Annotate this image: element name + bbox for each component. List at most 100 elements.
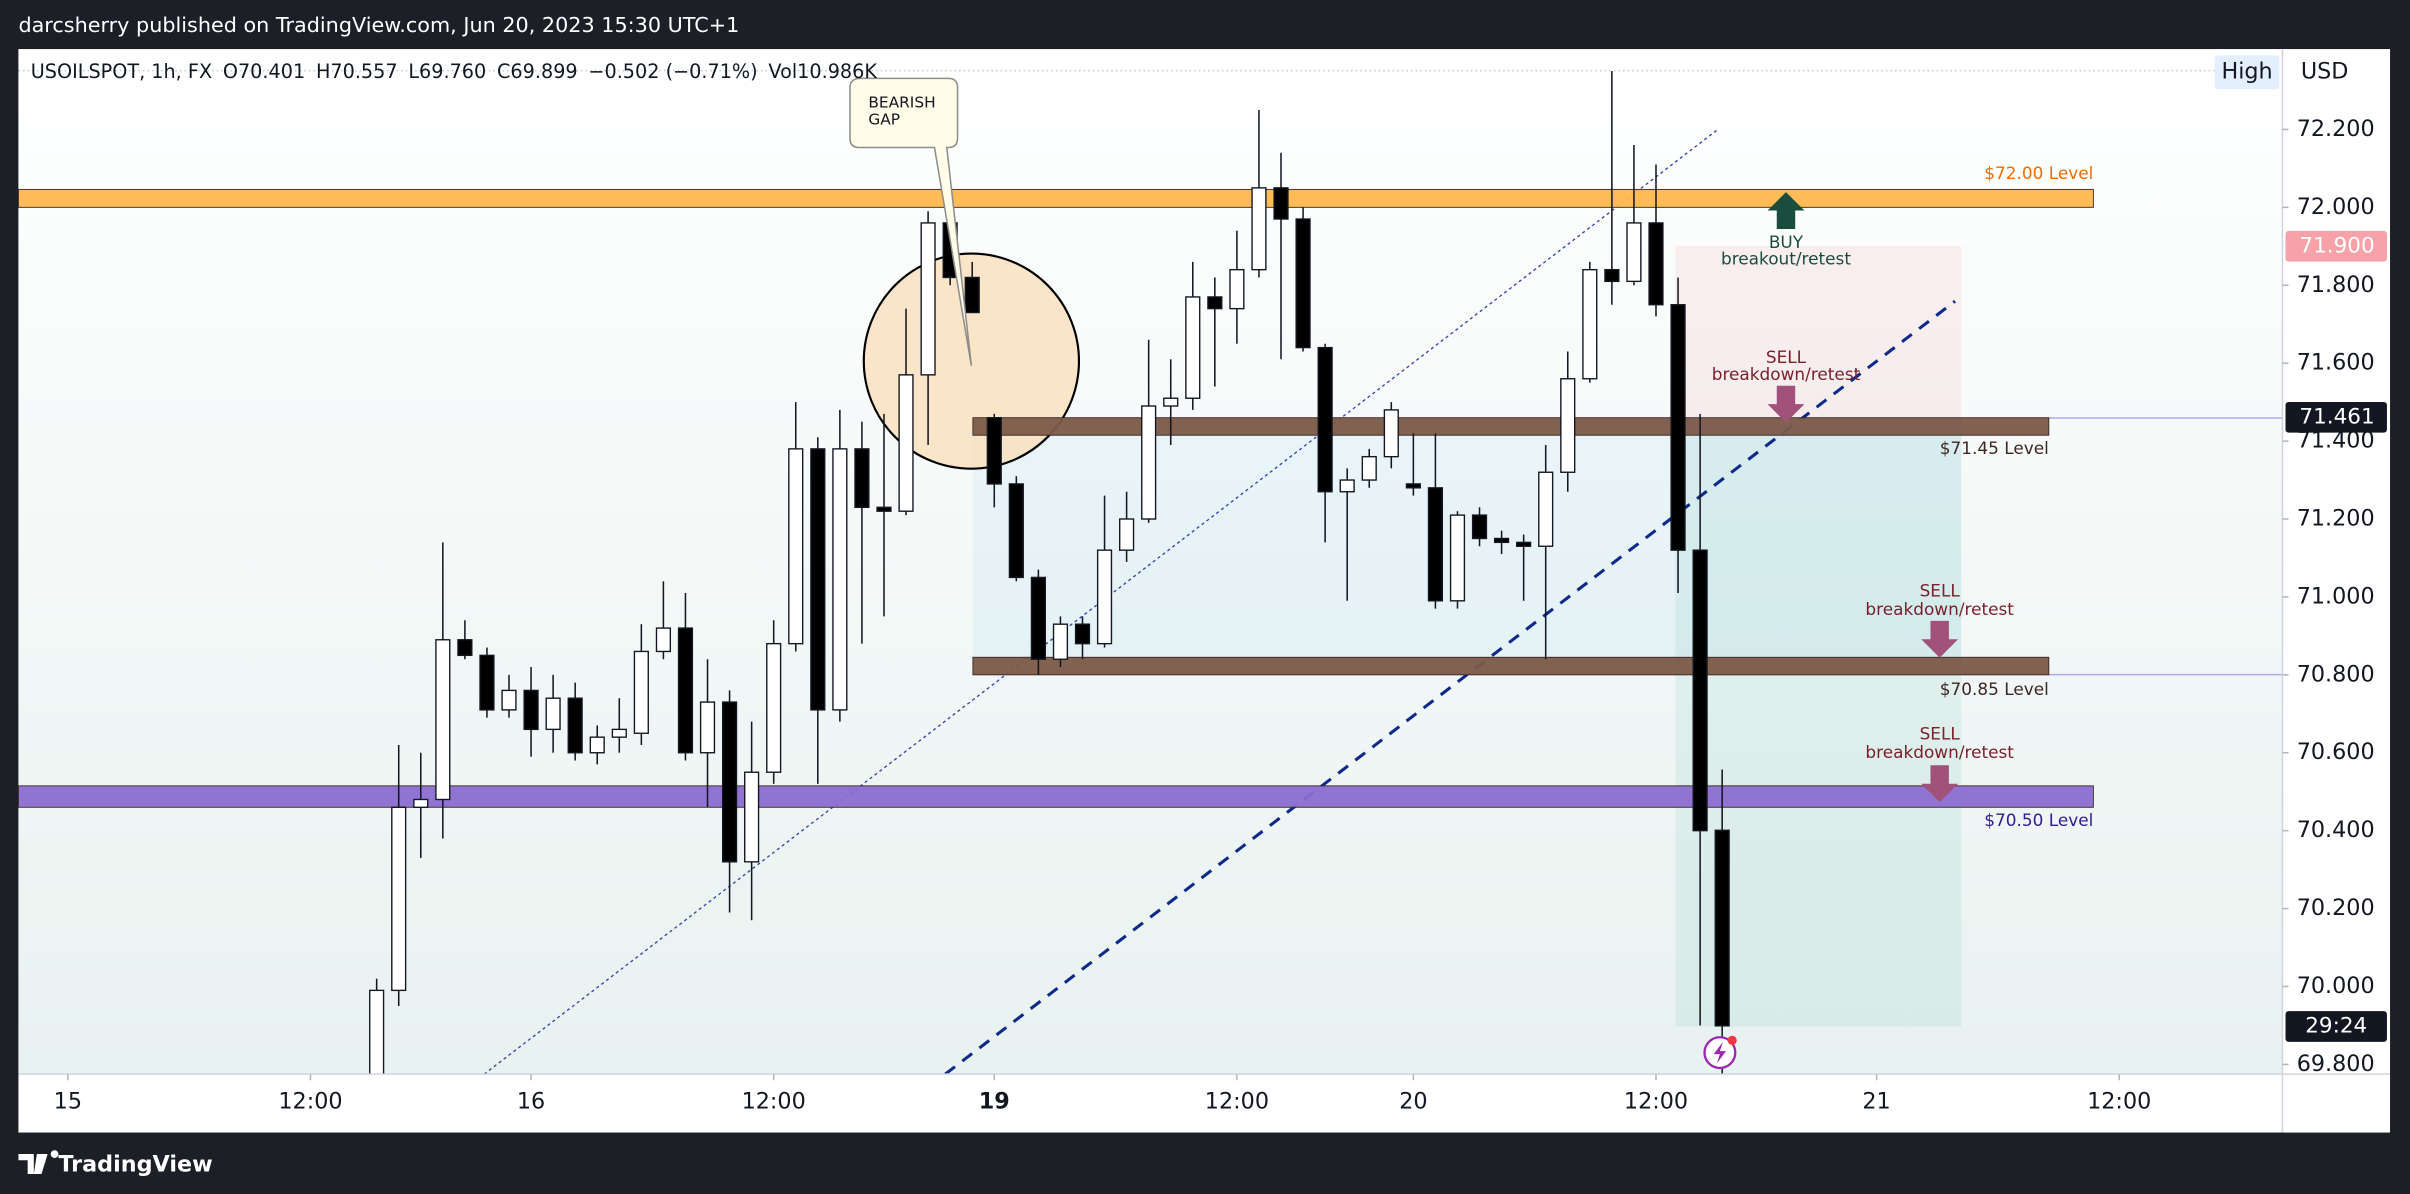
- legend-item: L69.760: [408, 60, 486, 83]
- candle-body: [1604, 268, 1620, 283]
- candle-body: [1538, 471, 1554, 547]
- candle-body: [1648, 222, 1664, 306]
- x-tick-label: 21: [1862, 1088, 1890, 1114]
- risk-zone: [1675, 245, 1962, 418]
- y-tick-label: 72.000: [2297, 194, 2375, 220]
- signal-action: SELL: [1920, 724, 1961, 744]
- signal-action: SELL: [1766, 347, 1807, 367]
- price-badge-label: 71.461: [2299, 404, 2374, 429]
- candle-body: [1516, 541, 1532, 547]
- candle-body: [369, 989, 385, 1075]
- candle-body: [898, 374, 914, 512]
- candle-body: [1427, 487, 1444, 602]
- candles: [369, 70, 1730, 1075]
- candle-body: [567, 697, 583, 754]
- candle-body: [1096, 549, 1113, 645]
- callout-text: GAP: [868, 110, 900, 128]
- y-tick-label: 72.200: [2297, 116, 2375, 142]
- candle-body: [876, 506, 892, 512]
- candle-body: [1141, 405, 1157, 520]
- candle-body: [1229, 268, 1245, 310]
- legend-item: H70.557: [316, 60, 398, 83]
- y-tick-label: 71.800: [2297, 272, 2375, 298]
- candle-body: [986, 417, 1002, 485]
- candle-body: [1119, 518, 1135, 551]
- level-label: $71.45 Level: [1940, 438, 2049, 458]
- candle-body: [1030, 576, 1046, 660]
- y-tick-label: 70.400: [2297, 817, 2375, 843]
- candle-body: [633, 650, 649, 734]
- levels: $72.00 Level $71.45 Level $70.85 Level $70.…: [17, 163, 2094, 830]
- countdown-badge: [2285, 1011, 2387, 1042]
- candle-body: [1714, 829, 1730, 1027]
- candle-body: [677, 627, 694, 754]
- signal-text: breakdown/retest: [1865, 599, 2014, 619]
- x-tick-label: 12:00: [1624, 1088, 1688, 1114]
- y-tick-label: 70.800: [2297, 661, 2375, 687]
- candle-body: [1493, 537, 1510, 544]
- candle-body: [1405, 483, 1421, 489]
- sell-arrow: [1921, 765, 1959, 803]
- candle-body: [1449, 514, 1466, 602]
- y-tick-label: 69.800: [2297, 1051, 2375, 1077]
- publish-header: darcsherry published on TradingView.com,…: [18, 13, 739, 37]
- y-tick-label: 70.200: [2297, 895, 2375, 921]
- price-axis: [2282, 49, 2391, 1133]
- level-band: [17, 785, 2094, 808]
- level-label: $70.85 Level: [1940, 679, 2049, 699]
- x-tick-label: 15: [54, 1088, 82, 1114]
- candle-body: [1251, 187, 1267, 271]
- candle-body: [788, 448, 804, 645]
- candle-body: [699, 701, 716, 754]
- level-label: $72.00 Level: [1984, 163, 2093, 183]
- candle-body: [1052, 623, 1069, 660]
- candle-body: [1295, 218, 1311, 349]
- candle-body: [1383, 409, 1399, 458]
- countdown: 29:24: [2305, 1014, 2367, 1039]
- y-tick-label: 71.200: [2297, 505, 2375, 531]
- level-label: $70.50 Level: [1984, 810, 2093, 830]
- x-tick-label: 19: [979, 1088, 1010, 1114]
- sell-arrow: [1921, 620, 1959, 658]
- candle-body: [589, 736, 605, 754]
- signal-text: breakdown/retest: [1865, 742, 2014, 762]
- legend-item: −0.502 (−0.71%): [588, 60, 757, 83]
- candle-body: [1471, 514, 1488, 540]
- candle-body: [920, 222, 936, 376]
- candle-body: [744, 771, 760, 863]
- candle-body: [721, 701, 738, 863]
- footer-logo: [18, 1150, 59, 1175]
- scale-mode-button[interactable]: [2214, 55, 2280, 90]
- candle-body: [854, 448, 870, 509]
- candle-body: [1582, 268, 1598, 380]
- currency: USD: [2301, 59, 2349, 85]
- footer-brand: TradingView: [58, 1151, 212, 1177]
- candle-body: [1185, 296, 1201, 399]
- candle-body: [964, 276, 980, 314]
- candle-body: [1339, 479, 1355, 493]
- y-tick-label: 70.600: [2297, 739, 2375, 765]
- range-zone: [972, 417, 1962, 675]
- legend-item: USOILSPOT, 1h, FX: [31, 60, 212, 83]
- candle-body: [611, 728, 627, 738]
- candle-body: [457, 639, 473, 657]
- candle-body: [655, 627, 672, 653]
- x-tick-label: 12:00: [2087, 1088, 2151, 1114]
- alert-dot: [1727, 1035, 1737, 1045]
- x-tick-label: 12:00: [278, 1088, 342, 1114]
- callout-box: [849, 77, 973, 366]
- signal-text: breakdown/retest: [1712, 364, 1861, 384]
- signal-action: BUY: [1769, 232, 1804, 252]
- candle-body: [810, 448, 826, 711]
- y-tick-label: 71.600: [2297, 350, 2375, 376]
- price-badge: [2285, 401, 2387, 433]
- candle-body: [413, 798, 429, 808]
- candle-body: [832, 448, 848, 711]
- y-tick-label: 71.000: [2297, 583, 2375, 609]
- candle-body: [1008, 483, 1024, 579]
- alert-icon-bolt: [1713, 1041, 1727, 1064]
- candle-body: [479, 654, 495, 711]
- annotations: BEARISH GAP BUY breakout/retest SELL bre…: [849, 77, 2014, 1070]
- candle-body: [1361, 455, 1377, 481]
